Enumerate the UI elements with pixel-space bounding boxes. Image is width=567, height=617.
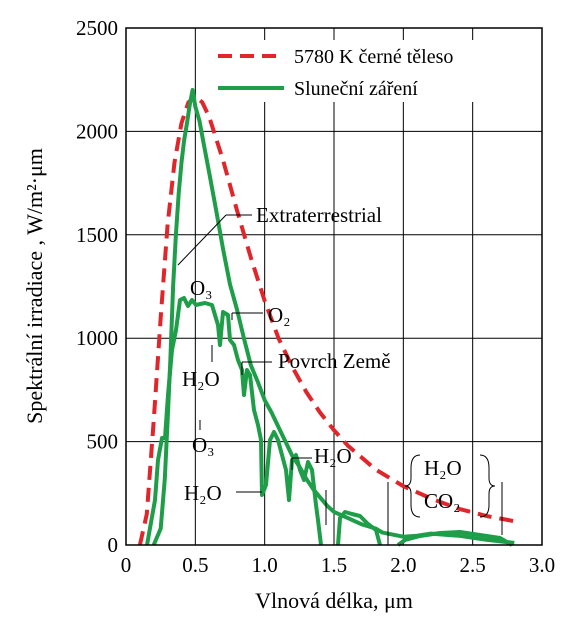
solar-series-line	[151, 88, 515, 546]
legend-label-blackbody: 5780 K černé těleso	[294, 46, 453, 68]
series	[137, 88, 515, 546]
x-axis-title: Vlnová délka, μm	[255, 588, 413, 613]
y-tick-label: 1500	[76, 223, 118, 247]
annotation-labels: Extraterrestrial O₃ O₂ H₂O Povrch Země H…	[182, 203, 462, 513]
surface-spectrum-tail-2	[396, 530, 514, 547]
annotation-h2o-1: H₂O	[182, 367, 220, 391]
x-tick-label: 1.0	[252, 553, 278, 577]
annotation-o3-low: O₃	[192, 433, 215, 457]
legend-box	[212, 40, 526, 102]
y-tick-label: 500	[87, 430, 119, 454]
y-tick-label: 0	[108, 533, 119, 557]
y-tick-label: 2000	[76, 119, 118, 143]
x-tick-label: 0.5	[182, 553, 208, 577]
annotation-co2: CO₂	[424, 489, 461, 513]
annotation-povrch-zeme: Povrch Země	[278, 349, 391, 373]
legend: 5780 K černé těleso Sluneční záření	[212, 40, 526, 102]
x-tick-label: 2.0	[390, 553, 416, 577]
annotations	[177, 214, 503, 545]
h2o-co2-brace-left	[404, 454, 421, 518]
y-tick-label: 2500	[76, 16, 118, 40]
h2o-co2-brace-right	[479, 454, 496, 518]
blackbody-series-line	[137, 94, 515, 546]
y-tick-label: 1000	[76, 326, 118, 350]
plot-frame	[125, 27, 543, 546]
tick-labels: 0 0.5 1.0 1.5 2.0 2.5 3.0 0 500 1000 1500 2000 2500	[76, 16, 555, 577]
x-tick-label: 3.0	[529, 553, 555, 577]
extraterrestrial-leader-2	[177, 214, 227, 266]
x-tick-label: 1.5	[321, 553, 347, 577]
legend-label-solar: Sluneční záření	[294, 78, 418, 100]
x-tick-label: 2.5	[460, 553, 486, 577]
annotation-extraterrestrial: Extraterrestrial	[256, 203, 382, 227]
x-tick-label: 0	[121, 553, 132, 577]
annotation-h2o-4: H₂O	[424, 456, 462, 480]
annotation-o3-top: O₃	[190, 276, 213, 300]
annotation-o2: O₂	[268, 303, 291, 327]
annotation-h2o-3: H₂O	[184, 481, 222, 505]
annotation-h2o-2: H₂O	[314, 444, 352, 468]
y-axis-title: Spektrální irradiace , W/m²·μm	[22, 148, 47, 424]
